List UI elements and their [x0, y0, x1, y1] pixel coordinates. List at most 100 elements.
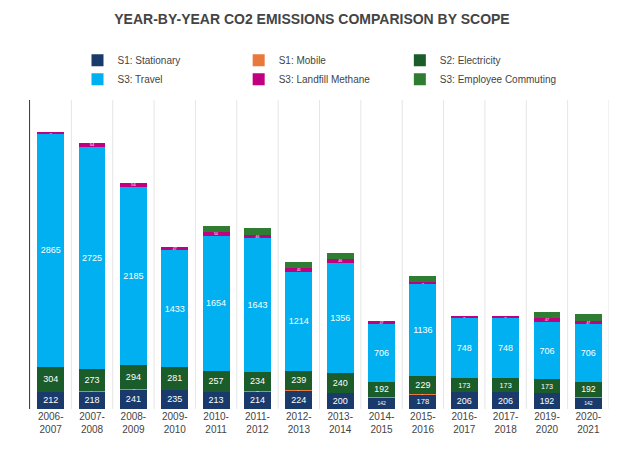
svg-text:2019-2020: 2019-2020 — [534, 411, 560, 435]
svg-text:142: 142 — [377, 400, 386, 406]
svg-text:2185: 2185 — [123, 271, 143, 281]
svg-text:S1: Stationary: S1: Stationary — [118, 55, 181, 66]
svg-text:192: 192 — [540, 396, 555, 406]
svg-text:2013-2014: 2013-2014 — [327, 411, 353, 435]
svg-text:2: 2 — [50, 391, 52, 392]
svg-text:173: 173 — [458, 381, 470, 390]
svg-text:218: 218 — [85, 395, 100, 405]
svg-text:2725: 2725 — [82, 253, 102, 263]
svg-text:18: 18 — [50, 132, 52, 134]
svg-text:213: 213 — [209, 395, 224, 405]
svg-text:239: 239 — [291, 375, 306, 385]
svg-text:235: 235 — [167, 394, 182, 404]
svg-text:2007-2008: 2007-2008 — [79, 411, 105, 435]
svg-text:1214: 1214 — [289, 316, 309, 326]
svg-text:706: 706 — [581, 348, 596, 358]
svg-text:76: 76 — [340, 255, 341, 257]
svg-text:S3: Landfill Methane: S3: Landfill Methane — [279, 74, 371, 85]
svg-text:15: 15 — [505, 316, 507, 318]
svg-text:46: 46 — [338, 259, 342, 263]
svg-text:46: 46 — [256, 235, 260, 239]
svg-text:15: 15 — [422, 282, 424, 284]
svg-text:706: 706 — [374, 348, 389, 358]
svg-text:748: 748 — [498, 343, 513, 353]
svg-text:1: 1 — [588, 397, 590, 398]
svg-text:304: 304 — [43, 374, 58, 384]
html-text:76: 76 — [546, 315, 548, 316]
svg-text:192: 192 — [581, 384, 596, 394]
svg-text:76: 76 — [257, 231, 258, 232]
svg-text:2009-2010: 2009-2010 — [162, 411, 188, 435]
svg-text:257: 257 — [209, 376, 224, 386]
svg-text:S2: Electricity: S2: Electricity — [440, 55, 501, 66]
svg-text:192: 192 — [374, 384, 389, 394]
svg-text:2011-2012: 2011-2012 — [245, 411, 270, 435]
svg-text:2865: 2865 — [41, 245, 61, 255]
svg-text:76: 76 — [588, 316, 589, 317]
svg-text:47: 47 — [173, 247, 177, 251]
html-text:76: 76 — [298, 265, 299, 266]
svg-text:2014-2015: 2014-2015 — [369, 411, 395, 435]
svg-text:224: 224 — [291, 395, 306, 405]
svg-text:200: 200 — [333, 396, 348, 406]
svg-text:1643: 1643 — [247, 300, 267, 310]
svg-text:S1: Mobile: S1: Mobile — [279, 55, 327, 66]
svg-text:2016-2017: 2016-2017 — [451, 411, 477, 435]
svg-text:76: 76 — [216, 228, 217, 229]
svg-text:47: 47 — [380, 321, 384, 325]
svg-text:1: 1 — [340, 392, 342, 393]
svg-text:54: 54 — [90, 142, 95, 147]
html-text:76: 76 — [216, 229, 217, 230]
svg-text:56: 56 — [131, 182, 136, 187]
svg-text:76: 76 — [423, 278, 424, 279]
svg-text:1: 1 — [216, 391, 218, 392]
svg-text:706: 706 — [539, 346, 554, 356]
svg-text:212: 212 — [43, 395, 58, 405]
svg-text:2015-2016: 2015-2016 — [410, 411, 436, 435]
svg-text:7: 7 — [131, 388, 135, 390]
svg-text:2: 2 — [91, 391, 93, 392]
svg-text:173: 173 — [500, 381, 512, 390]
svg-text:47: 47 — [545, 318, 549, 322]
svg-text:1136: 1136 — [413, 325, 432, 335]
svg-text:206: 206 — [498, 396, 513, 406]
svg-text:748: 748 — [457, 343, 472, 353]
svg-text:1654: 1654 — [206, 298, 226, 308]
svg-text:2: 2 — [174, 389, 176, 390]
svg-text:2012-2013: 2012-2013 — [286, 411, 312, 435]
svg-text:8: 8 — [255, 390, 259, 392]
svg-text:1356: 1356 — [330, 313, 350, 323]
svg-text:2010-2011: 2010-2011 — [203, 411, 229, 435]
svg-text:240: 240 — [333, 378, 348, 388]
svg-text:50: 50 — [214, 232, 218, 236]
svg-text:241: 241 — [126, 394, 141, 404]
svg-text:178: 178 — [417, 397, 430, 406]
svg-text:214: 214 — [250, 395, 265, 405]
svg-text:206: 206 — [457, 396, 472, 406]
svg-text:281: 281 — [167, 373, 182, 383]
svg-text:2017-2018: 2017-2018 — [493, 411, 519, 435]
svg-text:2006-2007: 2006-2007 — [38, 411, 64, 435]
svg-text:76: 76 — [547, 314, 548, 315]
html-text:76: 76 — [422, 279, 423, 280]
svg-text:15: 15 — [463, 316, 465, 318]
svg-text:1433: 1433 — [165, 304, 185, 314]
html-text:76: 76 — [588, 317, 589, 318]
svg-text:294: 294 — [126, 372, 141, 382]
svg-text:142: 142 — [584, 400, 593, 406]
svg-text:2008-2009: 2008-2009 — [121, 411, 147, 435]
svg-text:S3: Employee Commuting: S3: Employee Commuting — [440, 74, 556, 85]
svg-text:2: 2 — [422, 394, 424, 395]
svg-text:45: 45 — [297, 268, 301, 272]
svg-text:1: 1 — [381, 397, 383, 398]
svg-text:9: 9 — [298, 390, 300, 391]
svg-text:2020-2021: 2020-2021 — [576, 411, 602, 435]
svg-text:47: 47 — [586, 321, 590, 325]
svg-text:229: 229 — [415, 380, 430, 390]
svg-text:234: 234 — [250, 376, 265, 386]
svg-text:273: 273 — [85, 375, 100, 385]
svg-text:76: 76 — [299, 264, 300, 265]
svg-text:S3: Travel: S3: Travel — [118, 74, 163, 85]
svg-text:173: 173 — [541, 382, 553, 391]
svg-text:YEAR-BY-YEAR CO2 EMISSIONS COM: YEAR-BY-YEAR CO2 EMISSIONS COMPARISON BY… — [114, 11, 509, 27]
